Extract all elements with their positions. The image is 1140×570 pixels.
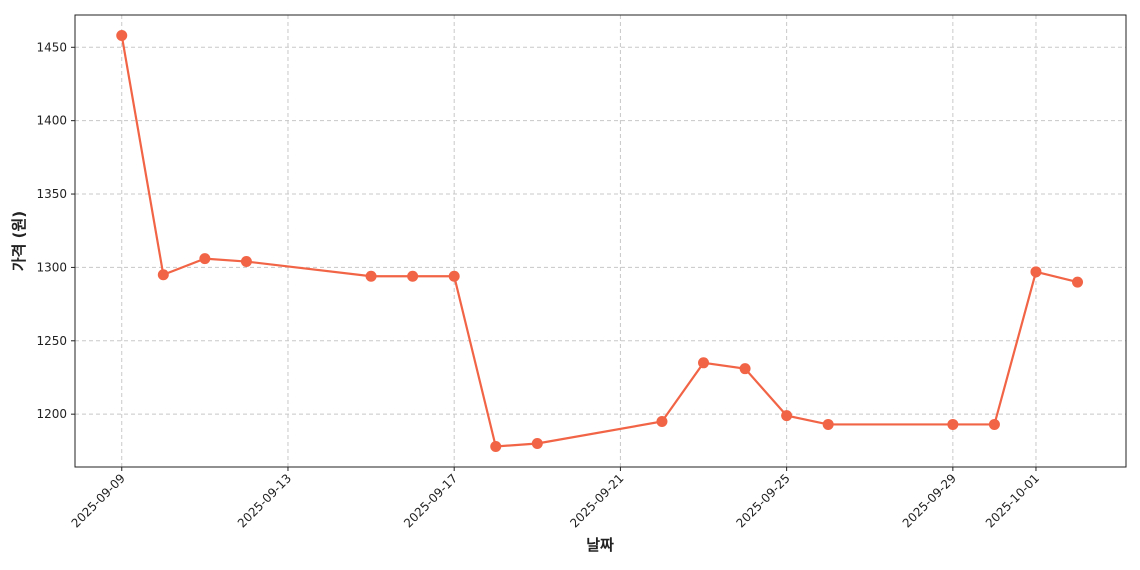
marker — [739, 363, 751, 375]
marker — [407, 270, 419, 282]
marker — [988, 418, 1000, 430]
line — [120, 35, 1078, 448]
y-tick-label: 1400 — [36, 114, 67, 128]
marker — [822, 418, 834, 430]
marker — [1030, 266, 1042, 278]
y-tick-label: 1450 — [36, 40, 67, 54]
marker — [365, 270, 377, 282]
x-tick-label: 2025-10-01 — [983, 471, 1042, 530]
x-tick-label: 2025-09-09 — [69, 471, 128, 530]
marker — [531, 438, 543, 450]
marker — [116, 30, 128, 42]
y-tick-label: 1350 — [36, 187, 67, 201]
marker — [781, 410, 793, 422]
marker — [947, 418, 959, 430]
y-tick-label: 1250 — [36, 334, 67, 348]
x-tick-label: 2025-09-29 — [900, 471, 959, 530]
x-axis-label: 날짜 — [586, 536, 614, 554]
marker — [240, 256, 252, 268]
marker — [1072, 276, 1084, 288]
marker — [698, 357, 710, 369]
marker — [656, 416, 668, 428]
marker — [448, 270, 460, 282]
y-axis-label: 가격 (원) — [10, 211, 28, 271]
y-tick-label: 1300 — [36, 260, 67, 274]
marker — [157, 269, 169, 281]
marker — [199, 253, 211, 265]
plot-frame — [74, 14, 1127, 468]
y-tick-label: 1200 — [36, 407, 67, 421]
x-tick-label: 2025-09-13 — [235, 471, 294, 530]
x-tick-label: 2025-09-21 — [567, 471, 626, 530]
marker — [490, 440, 502, 452]
x-tick-label: 2025-09-25 — [734, 471, 793, 530]
x-tick-label: 2025-09-17 — [401, 471, 460, 530]
